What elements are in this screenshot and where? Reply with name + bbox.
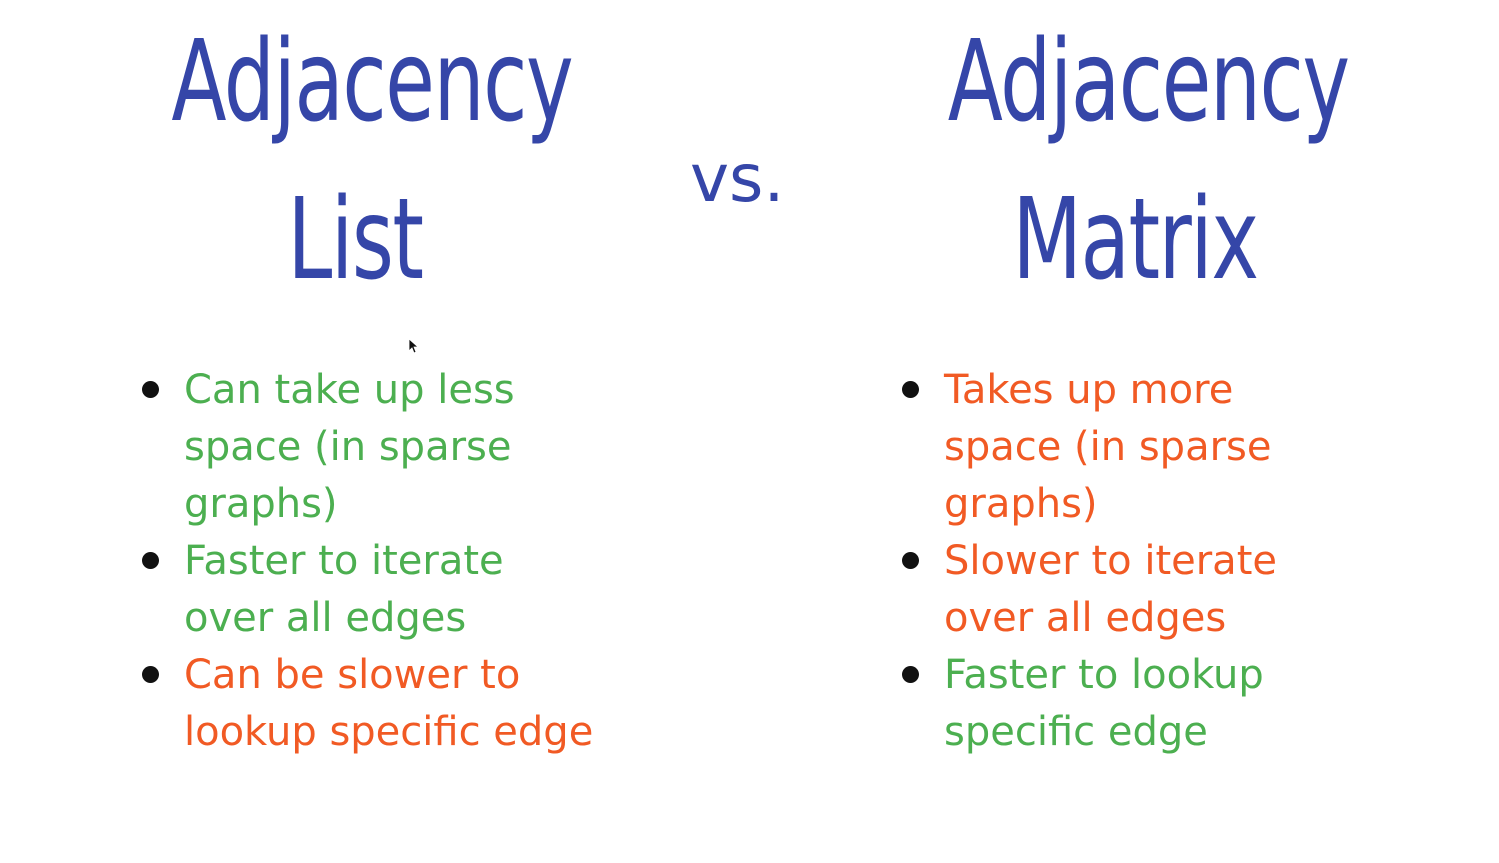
bullet-text: Can be slower to lookup specific edge: [184, 652, 594, 755]
list-item: Faster to iterate over all edges: [140, 533, 600, 647]
title-right-line2: Matrix: [1012, 175, 1259, 305]
mouse-pointer-icon: [409, 339, 419, 354]
vs-separator: vs.: [690, 140, 785, 217]
title-right-line1: Adjacency: [947, 17, 1350, 147]
title-adjacency-matrix: Adjacency Matrix: [875, 26, 1395, 342]
bullet-text: Faster to iterate over all edges: [184, 538, 504, 641]
bullet-text: Takes up more space (in sparse graphs): [944, 367, 1272, 527]
adjacency-list-points: Can take up less space (in sparse graphs…: [140, 362, 600, 761]
list-item: Can take up less space (in sparse graphs…: [140, 362, 600, 533]
list-item: Takes up more space (in sparse graphs): [900, 362, 1360, 533]
list-item: Slower to iterate over all edges: [900, 533, 1360, 647]
bullet-dot-icon: [142, 381, 159, 398]
title-left-line1: Adjacency: [171, 17, 573, 147]
bullet-text: Faster to lookup specific edge: [944, 652, 1264, 755]
list-item: Can be slower to lookup specific edge: [140, 647, 600, 761]
title-adjacency-list: Adjacency List: [100, 26, 610, 342]
bullet-dot-icon: [902, 552, 919, 569]
bullet-text: Can take up less space (in sparse graphs…: [184, 367, 515, 527]
bullet-dot-icon: [902, 381, 919, 398]
bullet-dot-icon: [142, 666, 159, 683]
title-left-line2: List: [287, 175, 424, 305]
bullet-text: Slower to iterate over all edges: [944, 538, 1277, 641]
bullet-dot-icon: [142, 552, 159, 569]
bullet-dot-icon: [902, 666, 919, 683]
list-item: Faster to lookup specific edge: [900, 647, 1360, 761]
adjacency-matrix-points: Takes up more space (in sparse graphs) S…: [900, 362, 1360, 761]
